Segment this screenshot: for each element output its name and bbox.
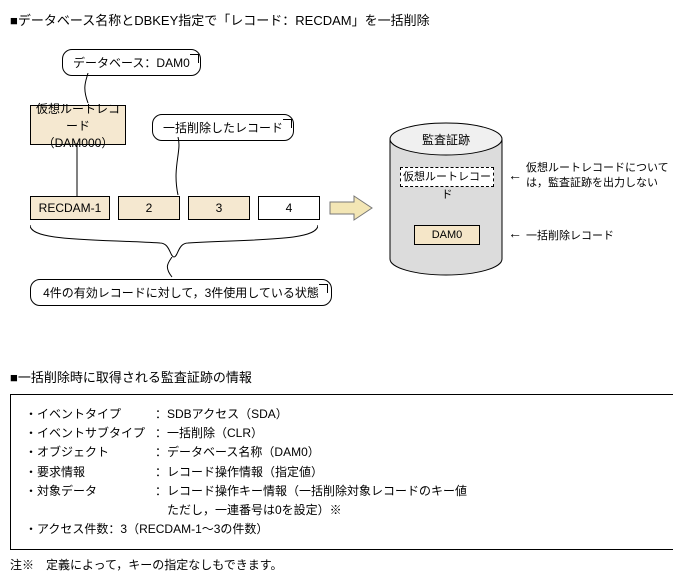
- info-l6: ・アクセス件数：3（RECDAM-1～3の件数）: [25, 520, 668, 539]
- cylinder-note1: 仮想ルートレコードについては，監査証跡を出力しない: [526, 161, 673, 192]
- db-speech-label: データベース：DAM0: [73, 56, 190, 70]
- brace-speech: 4件の有効レコードに対して，3件使用している状態: [30, 279, 332, 306]
- info-l5c: ただし，一連番号は0を設定）※: [167, 503, 342, 517]
- info-l2b: ：一括削除（CLR）: [155, 426, 263, 440]
- record-3-label: 3: [216, 201, 223, 215]
- cylinder-item1-box: 仮想ルートレコード: [400, 167, 494, 187]
- cylinder-note1-label: 仮想ルートレコードについては，監査証跡を出力しない: [526, 162, 669, 189]
- info-l2a: ・イベントサブタイプ: [25, 424, 155, 443]
- db-speech: データベース：DAM0: [62, 49, 201, 76]
- cylinder-title-label: 監査証跡: [422, 133, 470, 147]
- record-1: RECDAM-1: [30, 196, 110, 220]
- cylinder-title: 監査証跡: [386, 131, 506, 148]
- footnote: 注※ 定義によって，キーの指定なしもできます。: [10, 556, 673, 573]
- main-title: ■データベース名称とDBKEY指定で「レコード：RECDAM」を一括削除: [10, 10, 673, 29]
- deleted-speech-label: 一括削除したレコード: [163, 121, 283, 135]
- info-l3b: ：データベース名称（DAM0）: [155, 445, 320, 459]
- brace-speech-label: 4件の有効レコードに対して，3件使用している状態: [43, 286, 319, 300]
- cylinder-item2-label: DAM0: [432, 229, 463, 241]
- record-3: 3: [188, 196, 250, 220]
- info-l3a: ・オブジェクト: [25, 443, 155, 462]
- arrow-left-icon-2: ←: [508, 225, 522, 241]
- subtitle: ■一括削除時に取得される監査証跡の情報: [10, 367, 673, 386]
- info-box: ・イベントタイプ：SDBアクセス（SDA） ・イベントサブタイプ：一括削除（CL…: [10, 394, 673, 550]
- info-l4b: ：レコード操作情報（指定値）: [155, 465, 323, 479]
- cylinder-note2: 一括削除レコード: [526, 227, 666, 243]
- info-l5a: ・対象データ: [25, 482, 155, 501]
- record-1-label: RECDAM-1: [39, 201, 102, 215]
- arrow-left-icon-1: ←: [508, 167, 522, 183]
- record-4: 4: [258, 196, 320, 220]
- cylinder-note2-label: 一括削除レコード: [526, 230, 614, 242]
- record-4-label: 4: [286, 201, 293, 215]
- info-l5b: ：レコード操作キー情報（一括削除対象レコードのキー値: [155, 484, 467, 498]
- info-l1b: ：SDBアクセス（SDA）: [155, 407, 288, 421]
- record-2-label: 2: [146, 201, 153, 215]
- info-l1a: ・イベントタイプ: [25, 405, 155, 424]
- arrow-icon: [328, 194, 374, 222]
- info-l4a: ・要求情報: [25, 463, 155, 482]
- record-2: 2: [118, 196, 180, 220]
- root-record-box: 仮想ルートレコード （DAM000）: [30, 105, 126, 145]
- cylinder-item2-box: DAM0: [414, 225, 480, 245]
- root-line1: 仮想ルートレコード: [31, 100, 125, 134]
